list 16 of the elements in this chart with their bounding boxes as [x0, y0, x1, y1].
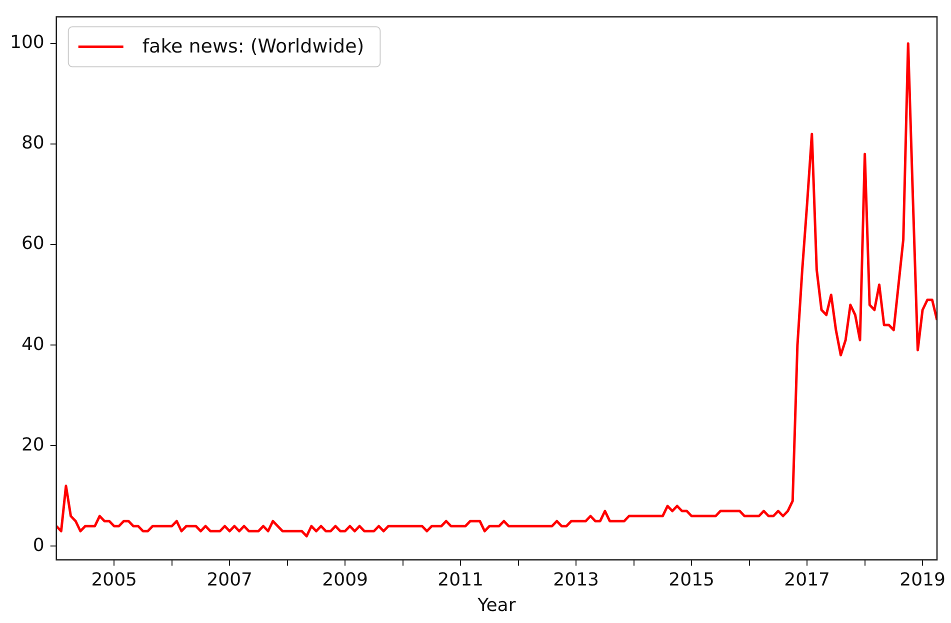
x-tick-label: 2005	[91, 569, 138, 590]
legend-label: fake news: (Worldwide)	[142, 36, 364, 58]
x-tick-label: 2013	[553, 569, 599, 590]
x-tick-label: 2007	[206, 569, 253, 590]
x-tick-label: 2015	[668, 569, 714, 590]
x-tick-label: 2019	[900, 569, 946, 590]
x-tick-label: 2009	[322, 569, 368, 590]
y-tick-label: 0	[32, 534, 44, 556]
x-tick-label: 2017	[784, 569, 830, 590]
y-tick-label: 40	[21, 334, 44, 355]
x-axis-title: Year	[476, 594, 516, 616]
y-tick-label: 20	[21, 434, 44, 456]
y-tick-label: 60	[21, 233, 44, 254]
y-tick-label: 80	[21, 132, 44, 154]
y-tick-label: 100	[10, 32, 44, 54]
x-tick-label: 2011	[438, 569, 484, 590]
